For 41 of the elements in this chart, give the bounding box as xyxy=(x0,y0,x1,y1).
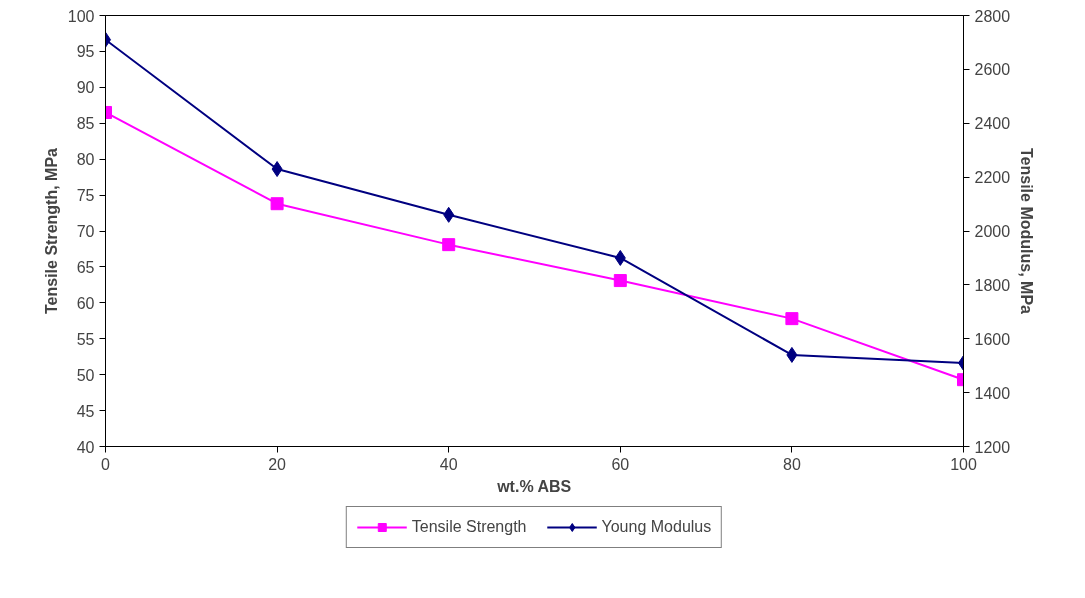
y-tick-label: 65 xyxy=(76,258,95,276)
y2-tick-label: 1400 xyxy=(974,384,1011,402)
y2-tick-label: 1200 xyxy=(974,438,1011,456)
x-tick-label: 80 xyxy=(783,455,801,473)
y-tick-label: 85 xyxy=(76,115,95,133)
x-tick-label: 60 xyxy=(611,455,630,473)
x-tick-label: 100 xyxy=(950,455,977,473)
y-tick-label: 40 xyxy=(76,438,95,456)
y-tick-label: 95 xyxy=(76,43,95,61)
point xyxy=(614,249,626,266)
y-tick-label: 75 xyxy=(76,187,95,205)
point xyxy=(786,346,798,363)
y-tick-label: 100 xyxy=(67,7,95,25)
y-tick-label: 45 xyxy=(76,402,95,420)
x-tick-label: 20 xyxy=(268,455,287,473)
y-axis-title: Tensile Strength, MPa xyxy=(42,147,60,314)
y2-tick-label: 2400 xyxy=(974,115,1011,133)
point xyxy=(785,312,799,326)
y-tick-label: 55 xyxy=(76,330,95,348)
y-tick-label: 60 xyxy=(76,294,95,312)
y-tick-label: 90 xyxy=(76,79,95,97)
point xyxy=(613,274,627,288)
x-tick-label: 0 xyxy=(101,455,111,473)
legend-label: Tensile Strength xyxy=(411,518,527,536)
y2-tick-label: 1600 xyxy=(974,330,1011,348)
y2-tick-label: 2000 xyxy=(974,223,1011,240)
point xyxy=(443,206,455,223)
y2-tick-label: 2800 xyxy=(974,7,1011,25)
point xyxy=(442,238,456,252)
y2-axis-title: Tensile Modulus, MPa xyxy=(1018,148,1036,315)
y2-tick-label: 2200 xyxy=(974,169,1011,187)
point xyxy=(271,161,283,178)
y-tick-label: 70 xyxy=(76,223,95,240)
x-axis-title: wt.% ABS xyxy=(496,477,572,495)
y2-tick-label: 2600 xyxy=(974,61,1011,79)
y2-tick-label: 1800 xyxy=(974,276,1011,294)
point xyxy=(270,197,284,211)
x-tick-label: 40 xyxy=(439,455,458,473)
y-tick-label: 80 xyxy=(76,151,95,169)
y-tick-label: 50 xyxy=(76,366,95,384)
legend-label: Young Modulus xyxy=(601,518,712,536)
